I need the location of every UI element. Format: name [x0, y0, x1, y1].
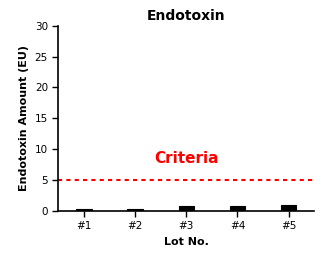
Bar — [281, 206, 296, 211]
Y-axis label: Endotoxin Amount (EU): Endotoxin Amount (EU) — [19, 45, 29, 191]
Bar — [76, 209, 92, 211]
Title: Endotoxin: Endotoxin — [147, 9, 226, 23]
Bar — [179, 206, 194, 211]
Bar — [230, 206, 245, 211]
Text: Criteria: Criteria — [154, 151, 219, 166]
X-axis label: Lot No.: Lot No. — [164, 237, 209, 247]
Bar — [127, 209, 143, 211]
